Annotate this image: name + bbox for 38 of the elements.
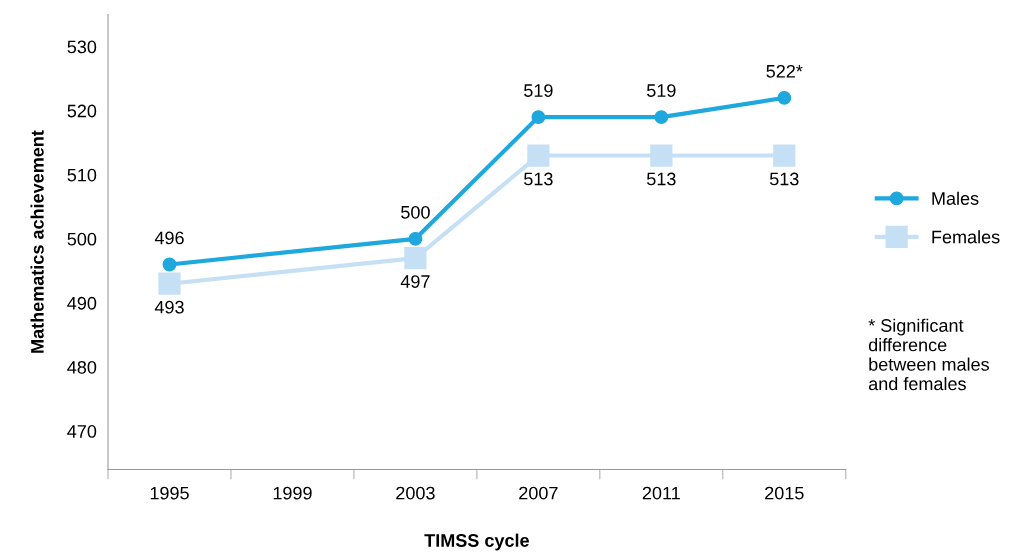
point xyxy=(408,231,423,246)
data-label: 519 xyxy=(524,84,553,97)
data-label: 500 xyxy=(401,205,430,219)
point xyxy=(158,272,181,295)
point xyxy=(527,144,550,167)
x-axis-title: TIMSS cycle xyxy=(424,533,529,551)
data-label: 519 xyxy=(646,84,676,97)
point xyxy=(162,257,177,272)
data-label: 496 xyxy=(154,231,184,245)
y-tick-label: 490 xyxy=(67,296,97,310)
data-label: 493 xyxy=(154,300,184,314)
y-axis-title: Mathematics achievement xyxy=(30,130,44,353)
point xyxy=(654,110,669,125)
y-tick-label: 510 xyxy=(67,168,97,182)
data-label: 513 xyxy=(524,172,553,186)
point xyxy=(404,246,427,270)
point xyxy=(773,144,796,167)
x-tick-label: 1999 xyxy=(273,486,312,500)
data-label: 522* xyxy=(766,64,803,78)
y-tick-label: 470 xyxy=(67,425,97,438)
y-tick-label: 480 xyxy=(67,360,97,374)
data-label: 497 xyxy=(400,275,430,288)
x-tick-label: 2007 xyxy=(519,486,558,500)
x-tick-label: 2015 xyxy=(765,486,804,500)
data-label: 513 xyxy=(646,172,676,186)
y-tick-label: 500 xyxy=(67,232,97,246)
y-tick-label: 520 xyxy=(67,104,97,118)
point xyxy=(777,90,792,105)
legend-label: Females xyxy=(932,230,1000,244)
data-label: 513 xyxy=(769,172,799,186)
point xyxy=(650,144,673,167)
x-tick-label: 1995 xyxy=(150,486,189,500)
point xyxy=(531,110,546,125)
x-tick-label: 2011 xyxy=(642,486,680,500)
y-tick-label: 530 xyxy=(67,40,97,54)
x-tick-label: 2003 xyxy=(396,486,435,500)
legend-label: Males xyxy=(932,191,979,205)
text: * Significant difference between males and females xyxy=(868,318,989,391)
